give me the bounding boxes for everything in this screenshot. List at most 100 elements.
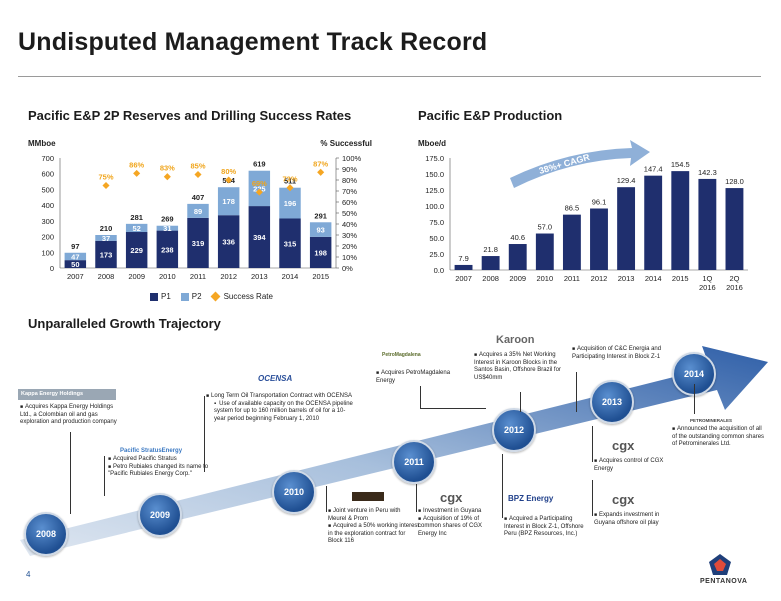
success-rate-label: 75%	[98, 173, 113, 182]
reserves-p2-label: 93	[316, 226, 324, 235]
production-xtick: 2011	[564, 274, 580, 283]
reserves-bar-p2	[187, 203, 209, 218]
reserves-p1-label: 336	[222, 238, 235, 247]
production-bar	[617, 187, 636, 270]
success-rate-point	[133, 169, 141, 177]
success-rate-point	[194, 170, 202, 179]
reserves-total-label: 407	[192, 193, 205, 202]
success-rate-point	[102, 181, 110, 190]
guyana-expand-note: Expands investment in Guyana offshore oi…	[594, 512, 674, 527]
karoon-leader	[520, 392, 521, 412]
reserves-bar-p2	[125, 223, 148, 233]
production-bar	[508, 244, 527, 270]
year-disc-2014: 2014	[672, 352, 716, 396]
production-xtick: 2016	[726, 283, 743, 292]
reserves-bar-p2	[64, 252, 87, 261]
year-disc-2008: 2008	[24, 512, 68, 556]
cgx-logo-2013b: cgx	[612, 492, 635, 507]
bpz-note-text: Acquired a Participating Interest in Blo…	[504, 516, 590, 539]
reserves-ytick: 0	[50, 264, 54, 273]
reserves-chart: MMboe % Successful 0 100 200 300 400 500 600 700 0…	[28, 139, 372, 281]
reserves-bar-p1	[248, 206, 271, 268]
reserves-y2tick: 100%	[342, 154, 362, 163]
year-disc-2012: 2012	[492, 408, 536, 452]
reserves-ytick: 200	[41, 233, 54, 242]
stratus-note-1: Acquired Pacific Stratus	[108, 456, 210, 464]
meurel-note-2: Acquired a 50% working interest in the e…	[328, 523, 420, 546]
ocensa-leader	[204, 396, 205, 472]
production-value-label: 40.6	[510, 233, 525, 242]
reserves-p2-label: 47	[71, 252, 79, 261]
petromagdalena-leader	[420, 386, 421, 408]
reserves-bar-p1	[309, 236, 332, 268]
year-disc-2011: 2011	[392, 440, 436, 484]
karoon-logo: Karoon	[496, 334, 535, 346]
production-ytick: 75.0	[429, 218, 444, 227]
year-disc-2009: 2009	[138, 493, 182, 537]
stratus-note-2: Petro Rubiales changed its name to "Paci…	[108, 464, 210, 479]
production-xtick: 2014	[645, 274, 662, 283]
production-bar	[535, 233, 554, 270]
legend-success: Success Rate	[210, 291, 273, 302]
production-value-label: 128.0	[725, 177, 744, 186]
kappa-logo: Kappa Energy Holdings	[18, 389, 116, 400]
reserves-p1-label: 229	[130, 246, 143, 255]
reserves-p2-label: 31	[163, 224, 171, 233]
reserves-bar-p2	[217, 187, 240, 216]
reserves-ytick: 600	[41, 170, 54, 179]
brand-name: PENTANOVA	[700, 578, 748, 585]
reserves-xtick: 2013	[251, 272, 268, 281]
bpz-logo: BPZ Energy	[508, 494, 554, 503]
reserves-bar-p1	[187, 217, 209, 268]
success-rate-point	[286, 184, 294, 192]
reserves-p1-label: 319	[192, 239, 205, 248]
production-bar	[454, 264, 473, 270]
reserves-y2tick: 70%	[342, 187, 357, 196]
reserves-y2tick: 40%	[342, 220, 357, 229]
reserves-xtick: 2010	[159, 272, 176, 281]
success-rate-label: 80%	[221, 167, 236, 176]
production-xtick: 2012	[591, 274, 608, 283]
production-ylabel: Mboe/d	[418, 139, 446, 148]
ocensa-note: Long Term Oil Transportation Contract wi…	[206, 393, 356, 423]
legend-p2: P2	[180, 292, 202, 301]
cgx-logo-2013: cgx	[612, 438, 635, 453]
production-ytick: 175.0	[425, 154, 444, 163]
legend-p2-label: P2	[191, 292, 202, 301]
year-disc-2013: 2013	[590, 380, 634, 424]
cc-note-text: Acquisition of C&C Energia and Participa…	[572, 346, 664, 361]
bpz-leader	[502, 454, 503, 518]
production-value-label: 21.8	[483, 245, 498, 254]
production-chart: Mboe/d 0.0 25.0 50.0 75.0 100.0 125.0 150.0 175.…	[418, 139, 748, 292]
guyana-note: Investment in Guyana Acquisition of 19% …	[418, 508, 498, 538]
production-xtick: 2015	[672, 274, 689, 283]
production-ytick: 0.0	[434, 266, 444, 275]
petrominerales-note: Announced the acquisition of all of the …	[672, 426, 768, 449]
guyana-leader	[416, 484, 417, 512]
production-xtick: 2009	[509, 274, 526, 283]
success-rate-label: 73%	[282, 175, 297, 184]
reserves-total-label: 281	[130, 213, 143, 222]
production-value-label: 57.0	[538, 223, 553, 232]
petrominerales-logo: PETROMINERALES	[690, 418, 733, 423]
success-rate-point	[317, 168, 325, 176]
cagr-arrow-shape	[510, 140, 650, 188]
cgx-control-note-text: Acquires control of CGX Energy	[594, 458, 674, 473]
production-xtick: 2Q	[729, 274, 739, 283]
petromagdalena-note: Acquires PetroMagdalena Energy	[376, 370, 466, 385]
stratus-leader	[104, 456, 105, 496]
success-rate-point	[163, 173, 171, 181]
growth-section-title: Unparalleled Growth Trajectory	[28, 316, 221, 331]
success-rate-label: 83%	[160, 164, 175, 173]
petromagdalena-logo: PetroMagdalena	[382, 352, 421, 358]
reserves-y2tick: 30%	[342, 231, 357, 240]
petromagdalena-leader-h	[420, 408, 486, 409]
reserves-p2-label: 37	[102, 234, 110, 243]
legend-p1-swatch	[150, 292, 158, 301]
reserves-chart-title: Pacific E&P 2P Reserves and Drilling Suc…	[28, 108, 352, 123]
reserves-bar-p2	[156, 225, 179, 231]
petrominerales-leader	[694, 384, 695, 414]
reserves-total-label: 269	[161, 215, 174, 224]
production-bar	[698, 178, 717, 270]
reserves-y2tick: 80%	[342, 176, 357, 185]
